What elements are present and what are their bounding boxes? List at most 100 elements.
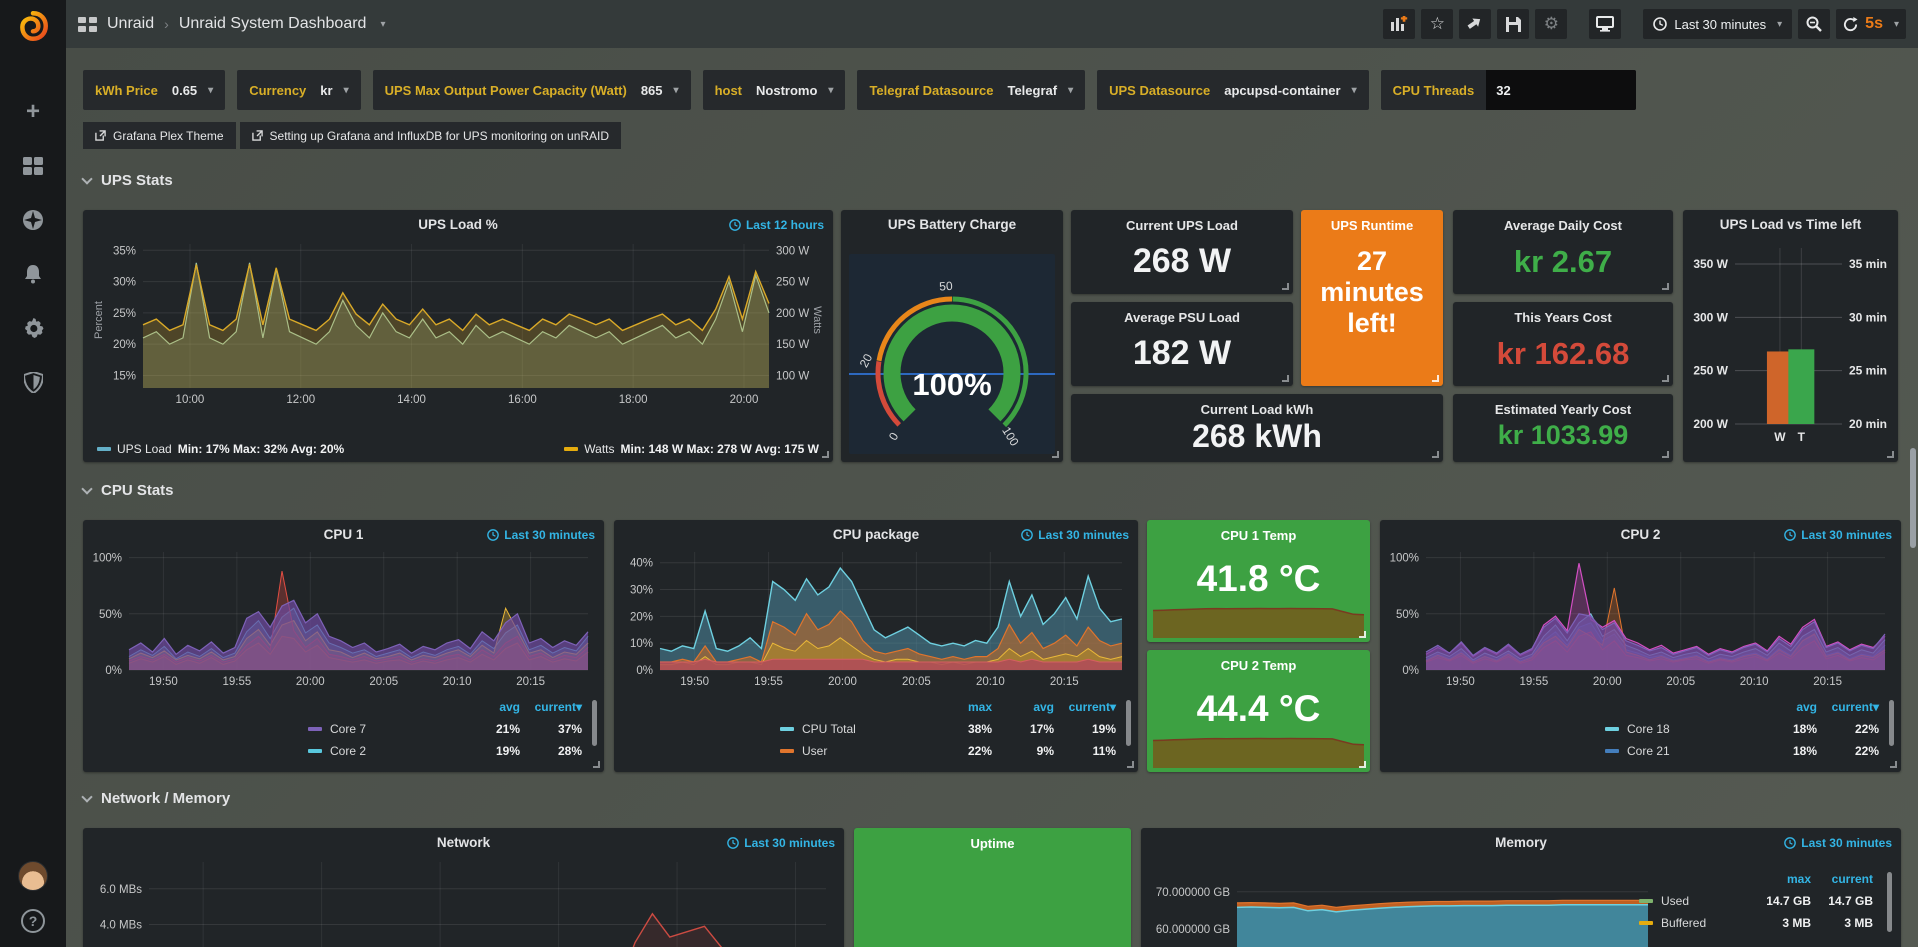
stat-title[interactable]: Current UPS Load (1071, 218, 1293, 233)
panel-time-range[interactable]: Last 30 minutes (487, 528, 595, 542)
stat-title[interactable]: Current Load kWh (1071, 402, 1443, 417)
legend-marker (97, 447, 111, 451)
svg-text:20:05: 20:05 (1666, 676, 1695, 688)
clock-icon (729, 219, 741, 231)
cpu-threads-input[interactable] (1486, 70, 1636, 110)
panel-resize-handle[interactable] (1282, 283, 1289, 290)
panel-resize-handle[interactable] (593, 761, 600, 768)
panel-resize-handle[interactable] (1282, 375, 1289, 382)
panel-resize-handle[interactable] (1887, 451, 1894, 458)
panel-time-range[interactable]: Last 30 minutes (727, 836, 835, 850)
explore-compass-icon[interactable] (19, 206, 47, 234)
user-avatar[interactable] (18, 861, 48, 891)
page-scrollbar[interactable] (1910, 448, 1916, 548)
legend-col-current[interactable]: current▾ (1054, 700, 1116, 714)
panel-resize-handle[interactable] (1432, 375, 1439, 382)
stat-title[interactable]: Estimated Yearly Cost (1453, 402, 1673, 417)
star-button[interactable]: ☆ (1421, 9, 1453, 39)
zoom-out-button[interactable] (1798, 9, 1830, 39)
stat-title[interactable]: This Years Cost (1453, 310, 1673, 325)
stat-title[interactable]: Average Daily Cost (1453, 218, 1673, 233)
panel-resize-handle[interactable] (1359, 631, 1366, 638)
configuration-gear-icon[interactable] (19, 314, 47, 342)
svg-text:50: 50 (939, 279, 954, 294)
panel-resize-handle[interactable] (1662, 375, 1669, 382)
section-network-memory[interactable]: Network / Memory (83, 790, 230, 807)
section-cpu-stats[interactable]: CPU Stats (83, 482, 174, 499)
refresh-picker[interactable]: 5s ▾ (1836, 9, 1906, 39)
variable-ups-datasource[interactable]: UPS Datasource apcupsd-container▾ (1097, 70, 1368, 110)
grafana-logo[interactable] (0, 0, 66, 52)
legend-col-avg[interactable]: avg (992, 700, 1054, 714)
panel-resize-handle[interactable] (1052, 451, 1059, 458)
dashboard-settings-gear-icon[interactable]: ⚙ (1535, 9, 1567, 39)
legend-series-name[interactable]: Buffered (1639, 916, 1749, 930)
save-button[interactable] (1497, 9, 1529, 39)
variable-host[interactable]: host Nostromo▾ (703, 70, 846, 110)
stat-title[interactable]: Average PSU Load (1071, 310, 1293, 325)
panel-resize-handle[interactable] (1662, 451, 1669, 458)
svg-text:50%: 50% (1396, 609, 1419, 621)
tv-cycle-button[interactable] (1589, 9, 1621, 39)
help-icon[interactable]: ? (21, 909, 45, 933)
legend-series-name[interactable]: Used (1639, 894, 1749, 908)
stat-title[interactable]: Uptime (854, 836, 1131, 851)
share-button[interactable] (1459, 9, 1491, 39)
alerting-bell-icon[interactable] (19, 260, 47, 288)
dashboard-grid-icon[interactable] (78, 17, 97, 32)
legend-col-avg[interactable]: avg (1755, 700, 1817, 714)
link-ups-monitoring-guide[interactable]: Setting up Grafana and InfluxDB for UPS … (240, 122, 622, 149)
server-admin-shield-icon[interactable] (19, 368, 47, 396)
stat-title[interactable]: CPU 1 Temp (1147, 528, 1370, 543)
variable-ups-max-power[interactable]: UPS Max Output Power Capacity (Watt) 865… (373, 70, 691, 110)
legend-col-max[interactable]: max (1749, 872, 1811, 886)
panel-resize-handle[interactable] (1432, 451, 1439, 458)
create-icon[interactable]: + (19, 98, 47, 126)
variable-telegraf-datasource[interactable]: Telegraf Datasource Telegraf▾ (857, 70, 1085, 110)
legend-col-current[interactable]: current (1811, 872, 1873, 886)
legend-series-name[interactable]: Core 7 (308, 722, 458, 736)
stat-title[interactable]: UPS Runtime (1301, 218, 1443, 233)
legend-scrollbar[interactable] (1889, 700, 1894, 746)
legend-series-name[interactable]: CPU Total (780, 722, 930, 736)
add-panel-button[interactable] (1383, 9, 1415, 39)
legend-scrollbar[interactable] (592, 700, 597, 746)
legend-series-name[interactable]: Core 2 (308, 744, 458, 758)
stat-title[interactable]: CPU 2 Temp (1147, 658, 1370, 673)
panel-time-range[interactable]: Last 30 minutes (1021, 528, 1129, 542)
link-grafana-plex-theme[interactable]: Grafana Plex Theme (83, 122, 236, 149)
panel-title[interactable]: UPS Load vs Time left (1683, 217, 1898, 232)
panel-title[interactable]: UPS Battery Charge (841, 217, 1063, 232)
legend-col-current[interactable]: current▾ (520, 700, 582, 714)
dashboards-icon[interactable] (19, 152, 47, 180)
panel-resize-handle[interactable] (1890, 761, 1897, 768)
breadcrumb-page[interactable]: Unraid System Dashboard (179, 15, 367, 33)
legend-scrollbar[interactable] (1126, 700, 1131, 746)
panel-cpu1-temp: CPU 1 Temp 41.8 °C (1147, 520, 1370, 642)
legend-series-name[interactable]: User (780, 744, 930, 758)
chevron-down-icon[interactable]: ▾ (380, 19, 385, 30)
legend-series-name[interactable]: UPS Load (117, 442, 172, 456)
time-range-picker[interactable]: Last 30 minutes ▾ (1643, 9, 1792, 39)
legend-col-max[interactable]: max (930, 700, 992, 714)
legend-series-name[interactable]: Watts (584, 442, 614, 456)
panel-time-range[interactable]: Last 30 minutes (1784, 528, 1892, 542)
panel-title[interactable]: UPS Load % (83, 217, 833, 232)
panel-resize-handle[interactable] (822, 451, 829, 458)
panel-resize-handle[interactable] (1662, 283, 1669, 290)
legend-col-avg[interactable]: avg (458, 700, 520, 714)
legend-scrollbar[interactable] (1887, 872, 1892, 932)
panel-time-range[interactable]: Last 30 minutes (1784, 836, 1892, 850)
variable-kwh-price[interactable]: kWh Price 0.65▾ (83, 70, 225, 110)
legend-series-name[interactable]: Core 18 (1605, 722, 1755, 736)
svg-text:25%: 25% (113, 308, 136, 320)
legend-col-current[interactable]: current▾ (1817, 700, 1879, 714)
breadcrumb-app[interactable]: Unraid (107, 15, 154, 33)
section-ups-stats[interactable]: UPS Stats (83, 172, 173, 189)
legend-series-name[interactable]: Core 21 (1605, 744, 1755, 758)
variable-currency[interactable]: Currency kr▾ (237, 70, 360, 110)
panel-time-range[interactable]: Last 12 hours (729, 218, 824, 232)
panel-resize-handle[interactable] (1127, 761, 1134, 768)
panel-resize-handle[interactable] (1359, 761, 1366, 768)
stat-value: 268 W (1071, 242, 1293, 281)
